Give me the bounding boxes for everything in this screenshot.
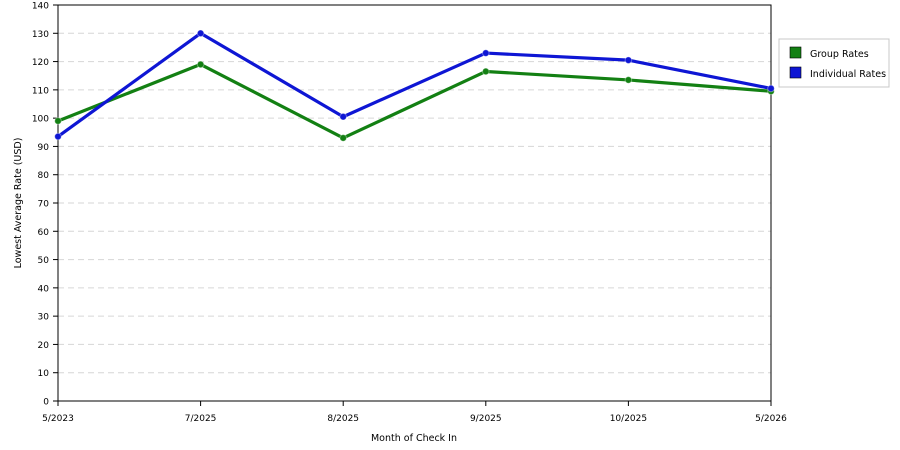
axis-ticks: 0 10 20 30 40 50 60 70 80 90 100 110 120 130 140 5/2023…	[32, 2, 787, 425]
data-point-individual-rates	[54, 132, 62, 141]
y-tick-label: 120	[32, 58, 49, 68]
y-tick-label: 80	[38, 171, 50, 181]
x-tick-label: 8/2025	[327, 414, 359, 424]
series-line-group-rates	[56, 62, 773, 140]
x-tick-label: 5/2023	[42, 414, 74, 424]
x-tick-label: 9/2025	[470, 414, 502, 424]
y-tick-label: 50	[38, 256, 50, 266]
legend-swatch-individual-rates	[789, 66, 802, 79]
data-point-individual-rates	[339, 112, 348, 121]
y-tick-label: 70	[38, 200, 50, 210]
legend-label-individual-rates: Individual Rates	[810, 69, 886, 80]
data-point-individual-rates	[482, 49, 490, 57]
series-layer	[54, 29, 775, 142]
data-point-individual-rates	[624, 56, 633, 64]
x-tick-label: 5/2026	[755, 414, 787, 424]
y-tick-label: 10	[38, 369, 50, 379]
data-point-individual-rates	[196, 29, 205, 38]
y-tick-label: 90	[38, 143, 50, 153]
y-tick-label: 140	[32, 2, 49, 12]
x-tick-label: 7/2025	[185, 414, 217, 424]
y-tick-label: 40	[38, 284, 50, 294]
x-tick-label: 10/2025	[610, 414, 647, 424]
y-tick-label: 20	[38, 341, 50, 351]
data-point-group-rates	[482, 67, 490, 76]
grid-lines	[58, 32, 771, 374]
y-tick-label: 30	[38, 313, 50, 323]
legend-label-group-rates: Group Rates	[810, 49, 869, 60]
data-point-group-rates	[196, 60, 205, 69]
y-tick-label: 60	[38, 228, 50, 238]
legend-swatch-group-rates	[789, 46, 802, 59]
data-point-individual-rates	[767, 84, 775, 93]
data-point-group-rates	[54, 117, 62, 125]
data-point-group-rates	[624, 76, 633, 84]
y-tick-label: 130	[32, 30, 49, 40]
data-point-group-rates	[339, 134, 348, 142]
y-axis-title: Lowest Average Rate (USD)	[13, 138, 24, 269]
x-axis-title: Month of Check In	[371, 433, 457, 444]
legend: Group Rates Individual Rates	[778, 38, 890, 88]
y-tick-label: 100	[32, 115, 49, 125]
y-tick-label: 110	[32, 86, 49, 96]
y-tick-label: 0	[43, 398, 49, 408]
series-line-individual-rates	[56, 31, 773, 139]
plot-area-frame	[57, 4, 772, 402]
